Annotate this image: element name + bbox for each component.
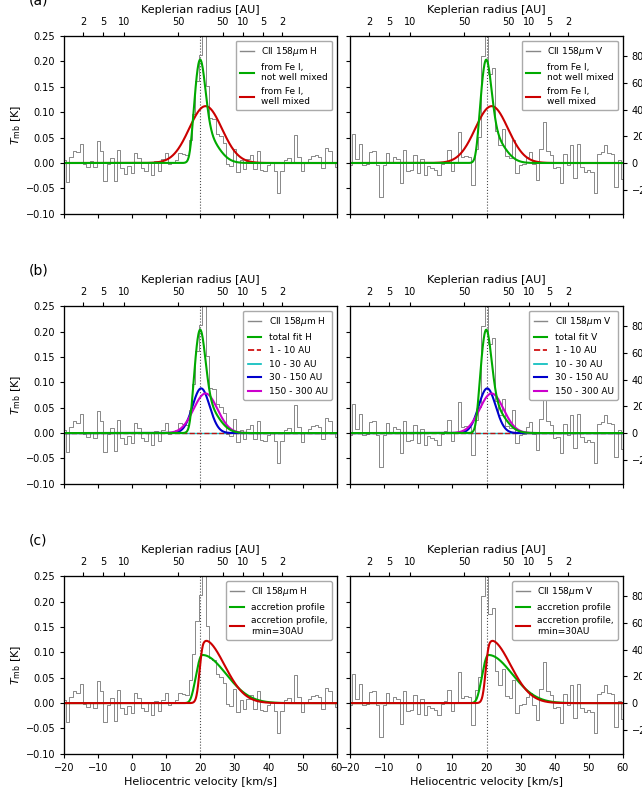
Text: (a): (a) <box>29 0 48 7</box>
X-axis label: Keplerian radius [AU]: Keplerian radius [AU] <box>141 545 260 555</box>
Legend: CII 158$\mu$m V, accretion profile, accretion profile,
rmin=30AU: CII 158$\mu$m V, accretion profile, accr… <box>512 581 618 640</box>
X-axis label: Heliocentric velocity [km/s]: Heliocentric velocity [km/s] <box>124 777 277 787</box>
Legend: CII 158$\mu$m H, from Fe I,
not well mixed, from Fe I,
well mixed: CII 158$\mu$m H, from Fe I, not well mix… <box>236 41 332 111</box>
Y-axis label: $T_{\rm mb}$ [K]: $T_{\rm mb}$ [K] <box>9 105 22 145</box>
Y-axis label: $T_{\rm mb}$ [K]: $T_{\rm mb}$ [K] <box>9 375 22 415</box>
Y-axis label: $T_{\rm mb}$ [K]: $T_{\rm mb}$ [K] <box>9 645 22 685</box>
X-axis label: Keplerian radius [AU]: Keplerian radius [AU] <box>141 275 260 285</box>
Legend: CII 158$\mu$m V, total fit V, 1 - 10 AU, 10 - 30 AU, 30 - 150 AU, 150 - 300 AU: CII 158$\mu$m V, total fit V, 1 - 10 AU,… <box>530 310 618 400</box>
X-axis label: Keplerian radius [AU]: Keplerian radius [AU] <box>427 5 546 15</box>
X-axis label: Keplerian radius [AU]: Keplerian radius [AU] <box>141 5 260 15</box>
Legend: CII 158$\mu$m V, from Fe I,
not well mixed, from Fe I,
well mixed: CII 158$\mu$m V, from Fe I, not well mix… <box>522 41 618 111</box>
Text: (b): (b) <box>29 263 49 277</box>
X-axis label: Heliocentric velocity [km/s]: Heliocentric velocity [km/s] <box>410 777 563 787</box>
X-axis label: Keplerian radius [AU]: Keplerian radius [AU] <box>427 545 546 555</box>
Legend: CII 158$\mu$m H, total fit H, 1 - 10 AU, 10 - 30 AU, 30 - 150 AU, 150 - 300 AU: CII 158$\mu$m H, total fit H, 1 - 10 AU,… <box>243 310 332 400</box>
Text: (c): (c) <box>29 533 48 547</box>
X-axis label: Keplerian radius [AU]: Keplerian radius [AU] <box>427 275 546 285</box>
Legend: CII 158$\mu$m H, accretion profile, accretion profile,
rmin=30AU: CII 158$\mu$m H, accretion profile, accr… <box>226 581 332 640</box>
